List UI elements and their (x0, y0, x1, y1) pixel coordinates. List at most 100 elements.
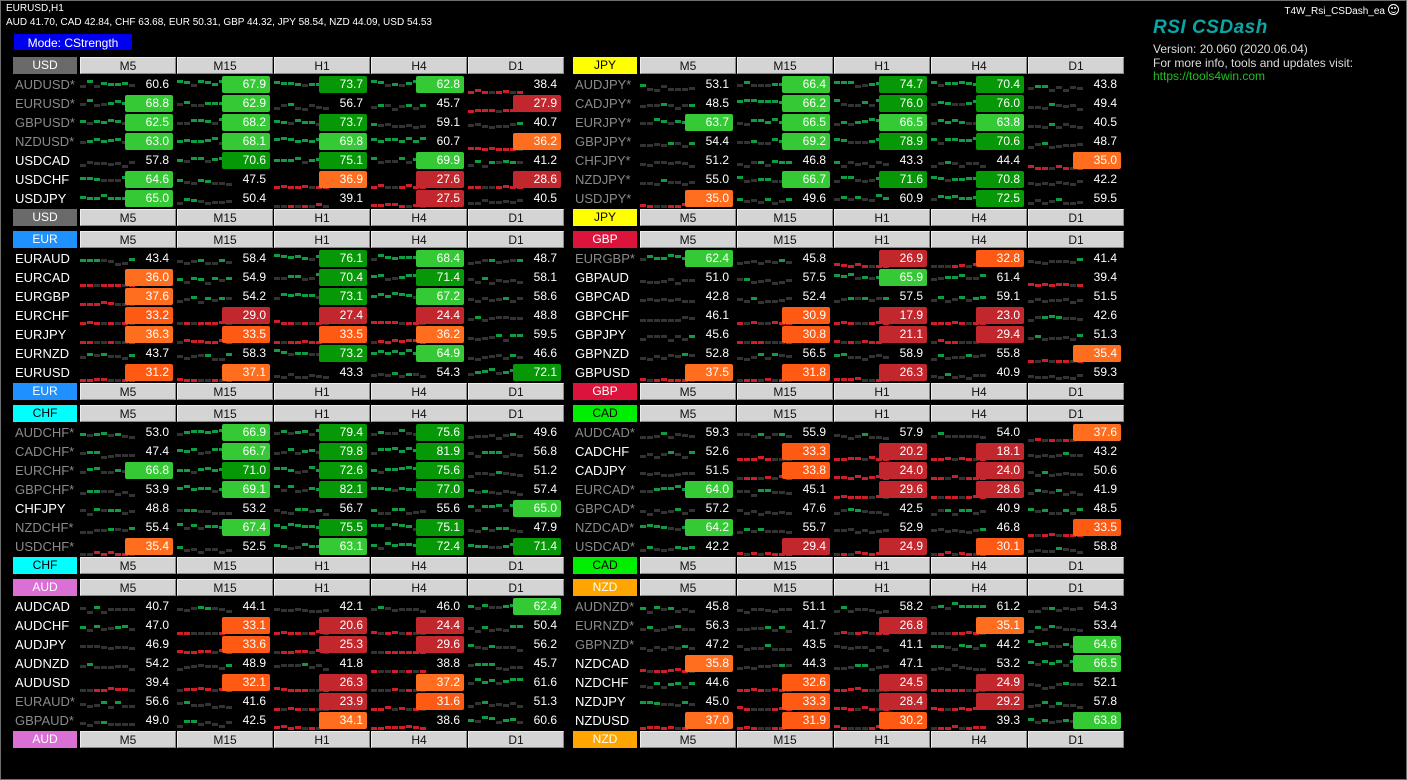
rsi-cell-m5[interactable]: 63.0 (80, 132, 176, 151)
pair-symbol[interactable]: EURNZD (15, 346, 70, 361)
rsi-cell-h1[interactable]: 34.1 (274, 711, 370, 730)
rsi-cell-h1[interactable]: 30.2 (834, 711, 930, 730)
rsi-cell-h4[interactable]: 72.4 (371, 537, 467, 556)
pair-row[interactable]: EURCAD* 64.0 45.1 29.6 28.6 41.9 (573, 480, 1124, 499)
rsi-cell-m5[interactable]: 53.9 (80, 480, 176, 499)
rsi-cell-m5[interactable]: 37.6 (80, 287, 176, 306)
currency-button[interactable]: NZD (573, 579, 637, 596)
rsi-cell-h4[interactable]: 54.3 (371, 363, 467, 382)
timeframe-button-d1[interactable]: D1 (1028, 57, 1124, 74)
pair-symbol[interactable]: GBPAUD (575, 270, 629, 285)
rsi-cell-m5[interactable]: 57.8 (80, 151, 176, 170)
currency-button[interactable]: USD (13, 209, 77, 226)
pair-row[interactable]: GBPAUD* 49.0 42.5 34.1 38.6 60.6 (13, 711, 564, 730)
rsi-cell-m5[interactable]: 37.5 (640, 363, 736, 382)
pair-symbol[interactable]: GBPUSD* (15, 115, 75, 130)
rsi-cell-d1[interactable]: 59.5 (1028, 189, 1124, 208)
timeframe-button-h4[interactable]: H4 (931, 731, 1027, 748)
pair-row[interactable]: NZDCAD 35.8 44.3 47.1 53.2 66.5 (573, 654, 1124, 673)
rsi-cell-d1[interactable]: 45.7 (468, 654, 564, 673)
rsi-cell-h4[interactable]: 37.2 (371, 673, 467, 692)
pair-symbol[interactable]: EURCAD* (575, 482, 635, 497)
rsi-cell-d1[interactable]: 42.6 (1028, 306, 1124, 325)
rsi-cell-m5[interactable]: 51.0 (640, 268, 736, 287)
pair-symbol[interactable]: GBPUSD (575, 365, 630, 380)
pair-row[interactable]: NZDUSD* 63.0 68.1 69.8 60.7 36.2 (13, 132, 564, 151)
pair-symbol[interactable]: CADJPY (575, 463, 627, 478)
timeframe-button-m15[interactable]: M15 (177, 405, 273, 422)
rsi-cell-d1[interactable]: 58.6 (468, 287, 564, 306)
rsi-cell-m15[interactable]: 31.8 (737, 363, 833, 382)
pair-symbol[interactable]: AUDUSD* (15, 77, 75, 92)
rsi-cell-m5[interactable]: 62.4 (640, 249, 736, 268)
rsi-cell-m15[interactable]: 58.4 (177, 249, 273, 268)
rsi-cell-h4[interactable]: 40.9 (931, 363, 1027, 382)
rsi-cell-h1[interactable]: 41.1 (834, 635, 930, 654)
timeframe-button-h4[interactable]: H4 (371, 405, 467, 422)
rsi-cell-h1[interactable]: 60.9 (834, 189, 930, 208)
timeframe-button-h1[interactable]: H1 (274, 383, 370, 400)
rsi-cell-d1[interactable]: 58.1 (468, 268, 564, 287)
pair-row[interactable]: AUDNZD* 45.8 51.1 58.2 61.2 54.3 (573, 597, 1124, 616)
pair-row[interactable]: GBPJPY 45.6 30.8 21.1 29.4 51.3 (573, 325, 1124, 344)
rsi-cell-h4[interactable]: 61.4 (931, 268, 1027, 287)
rsi-cell-m5[interactable]: 52.6 (640, 442, 736, 461)
pair-row[interactable]: CHFJPY* 51.2 46.8 43.3 44.4 35.0 (573, 151, 1124, 170)
rsi-cell-d1[interactable]: 66.5 (1028, 654, 1124, 673)
timeframe-button-m15[interactable]: M15 (177, 209, 273, 226)
rsi-cell-d1[interactable]: 57.4 (468, 480, 564, 499)
rsi-cell-h4[interactable]: 75.6 (371, 423, 467, 442)
rsi-cell-d1[interactable]: 53.4 (1028, 616, 1124, 635)
rsi-cell-m15[interactable]: 47.5 (177, 170, 273, 189)
pair-symbol[interactable]: EURNZD* (575, 618, 635, 633)
pair-row[interactable]: NZDCAD* 64.2 55.7 52.9 46.8 33.5 (573, 518, 1124, 537)
timeframe-button-m15[interactable]: M15 (737, 209, 833, 226)
rsi-cell-h1[interactable]: 57.5 (834, 287, 930, 306)
timeframe-button-h1[interactable]: H1 (834, 731, 930, 748)
timeframe-button-h4[interactable]: H4 (371, 579, 467, 596)
pair-row[interactable]: EURGBP 37.6 54.2 73.1 67.2 58.6 (13, 287, 564, 306)
timeframe-button-m5[interactable]: M5 (80, 209, 176, 226)
pair-symbol[interactable]: CADCHF* (15, 444, 75, 459)
rsi-cell-m15[interactable]: 57.5 (737, 268, 833, 287)
rsi-cell-d1[interactable]: 59.5 (468, 325, 564, 344)
rsi-cell-d1[interactable]: 48.7 (468, 249, 564, 268)
rsi-cell-h4[interactable]: 29.6 (371, 635, 467, 654)
pair-symbol[interactable]: AUDJPY* (575, 77, 632, 92)
rsi-cell-m15[interactable]: 66.7 (737, 170, 833, 189)
rsi-cell-h4[interactable]: 55.8 (931, 344, 1027, 363)
pair-symbol[interactable]: NZDCHF* (15, 520, 74, 535)
timeframe-button-m5[interactable]: M5 (80, 405, 176, 422)
rsi-cell-m5[interactable]: 40.7 (80, 597, 176, 616)
pair-row[interactable]: AUDUSD 39.4 32.1 26.3 37.2 61.6 (13, 673, 564, 692)
rsi-cell-m15[interactable]: 53.2 (177, 499, 273, 518)
rsi-cell-d1[interactable]: 35.4 (1028, 344, 1124, 363)
rsi-cell-d1[interactable]: 48.8 (468, 306, 564, 325)
rsi-cell-h1[interactable]: 26.8 (834, 616, 930, 635)
pair-symbol[interactable]: AUDJPY (15, 637, 67, 652)
timeframe-button-d1[interactable]: D1 (468, 57, 564, 74)
rsi-cell-m5[interactable]: 65.0 (80, 189, 176, 208)
rsi-cell-h4[interactable]: 24.0 (931, 461, 1027, 480)
currency-button[interactable]: NZD (573, 731, 637, 748)
pair-symbol[interactable]: CHFJPY (15, 501, 66, 516)
timeframe-button-h1[interactable]: H1 (274, 209, 370, 226)
rsi-cell-m5[interactable]: 37.0 (640, 711, 736, 730)
rsi-cell-m5[interactable]: 51.5 (640, 461, 736, 480)
timeframe-button-m5[interactable]: M5 (640, 57, 736, 74)
rsi-cell-m15[interactable]: 68.2 (177, 113, 273, 132)
pair-row[interactable]: EURNZD 43.7 58.3 73.2 64.9 46.6 (13, 344, 564, 363)
rsi-cell-h1[interactable]: 73.1 (274, 287, 370, 306)
timeframe-button-d1[interactable]: D1 (1028, 405, 1124, 422)
rsi-cell-m15[interactable]: 68.1 (177, 132, 273, 151)
timeframe-button-d1[interactable]: D1 (1028, 209, 1124, 226)
rsi-cell-d1[interactable]: 60.6 (468, 711, 564, 730)
rsi-cell-h1[interactable]: 28.4 (834, 692, 930, 711)
rsi-cell-h4[interactable]: 31.6 (371, 692, 467, 711)
rsi-cell-h4[interactable]: 40.9 (931, 499, 1027, 518)
timeframe-button-m5[interactable]: M5 (640, 383, 736, 400)
rsi-cell-m15[interactable]: 29.4 (737, 537, 833, 556)
rsi-cell-h4[interactable]: 46.0 (371, 597, 467, 616)
rsi-cell-m5[interactable]: 45.0 (640, 692, 736, 711)
rsi-cell-h1[interactable]: 56.7 (274, 94, 370, 113)
